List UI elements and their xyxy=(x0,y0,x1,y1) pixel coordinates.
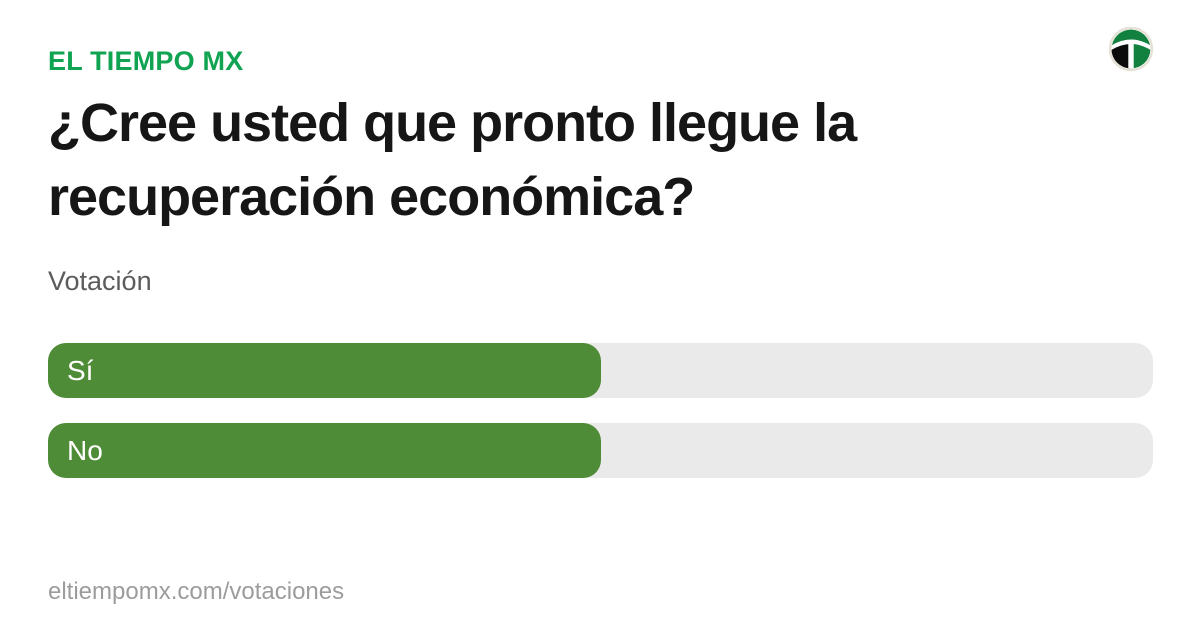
footer-url: eltiempomx.com/votaciones xyxy=(48,578,345,605)
section-label: Votación xyxy=(48,266,152,296)
circle-t-logo-icon xyxy=(1108,26,1154,72)
poll-question-title: ¿Cree usted que pronto llegue la recuper… xyxy=(48,93,857,227)
poll-option-si[interactable]: Sí xyxy=(48,343,1153,398)
brand-name: EL TIEMPO MX xyxy=(48,46,244,76)
el-tiempo-logo-icon xyxy=(1108,26,1154,72)
poll-bar-fill-si: Sí xyxy=(48,343,601,398)
poll-option-label: Sí xyxy=(67,354,94,386)
poll-option-no[interactable]: No xyxy=(48,423,1153,478)
poll-option-label: No xyxy=(67,434,103,466)
poll-results: Sí No xyxy=(48,343,1153,503)
poll-bar-fill-no: No xyxy=(48,423,601,478)
